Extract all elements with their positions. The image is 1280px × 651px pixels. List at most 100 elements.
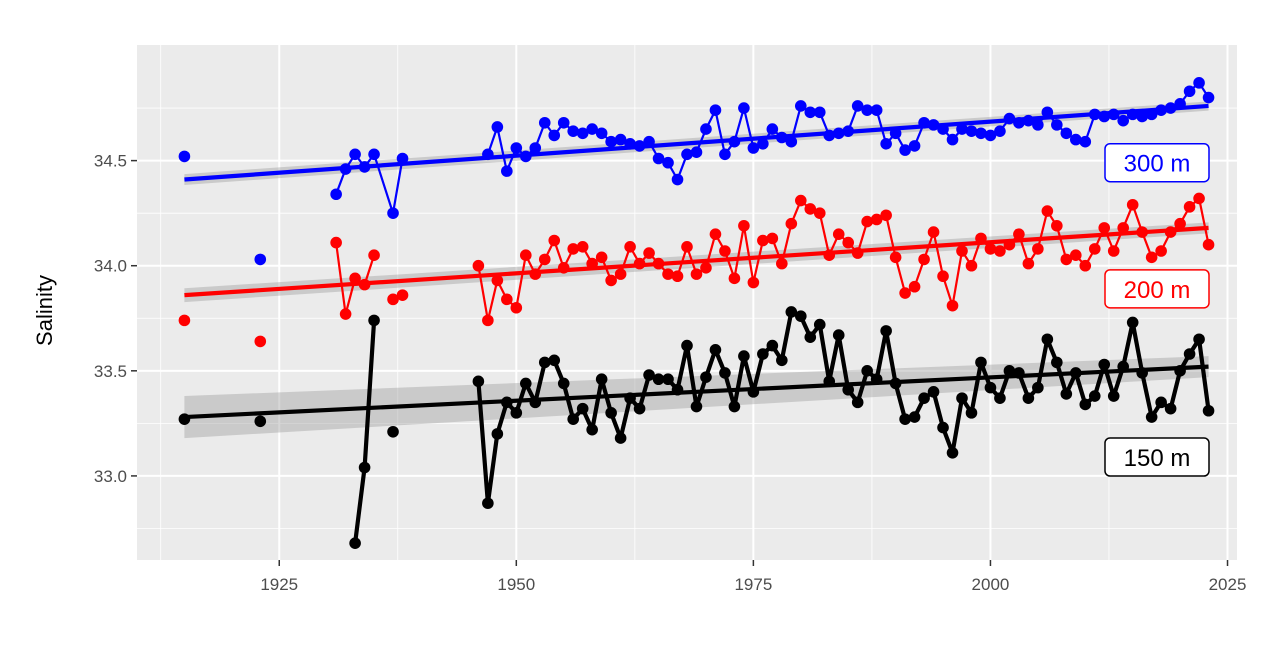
data-point [709, 228, 722, 240]
x-tick-label: 2000 [972, 575, 1010, 594]
data-point [908, 411, 921, 423]
data-point [576, 402, 589, 415]
data-point [567, 413, 580, 425]
data-point [1107, 245, 1120, 257]
data-point [1041, 205, 1054, 217]
data-point [1098, 222, 1111, 234]
data-point [358, 461, 371, 474]
data-point [624, 240, 636, 253]
data-point [899, 287, 911, 299]
data-point [823, 129, 836, 142]
data-point [519, 377, 532, 390]
data-point [1022, 114, 1035, 127]
data-point [1202, 91, 1215, 104]
data-point [519, 249, 532, 262]
data-point [861, 104, 873, 116]
data-point [851, 247, 864, 259]
data-point [870, 213, 883, 226]
data-point [178, 413, 191, 425]
data-point [652, 257, 665, 270]
data-point [624, 392, 636, 404]
major-gridlines [137, 45, 1237, 560]
data-point [1164, 402, 1177, 415]
x-tick-label: 1950 [497, 575, 535, 594]
data-point [937, 421, 949, 434]
data-point [1032, 381, 1044, 394]
data-point [538, 253, 551, 266]
data-point [368, 314, 380, 327]
data-point [557, 262, 570, 274]
data-point [813, 207, 826, 219]
data-point [1193, 333, 1205, 346]
data-point [387, 207, 399, 219]
data-point [358, 161, 371, 173]
data-point [994, 245, 1006, 257]
data-point [1136, 367, 1148, 379]
depth-label-box [1104, 142, 1210, 183]
data-point [339, 163, 352, 175]
data-point [690, 146, 703, 159]
data-point [681, 148, 693, 161]
data-point [368, 148, 380, 161]
data-point [747, 276, 760, 289]
data-point [880, 209, 892, 222]
y-tick-label: 33.5 [94, 362, 127, 381]
data-point [576, 127, 589, 140]
data-point [757, 348, 769, 360]
data-point [965, 407, 978, 419]
data-point [1202, 238, 1215, 251]
data-point [529, 396, 542, 409]
data-point [567, 125, 580, 137]
data-point [1060, 127, 1073, 140]
data-point [1060, 253, 1073, 266]
data-point [662, 373, 674, 386]
data-point [975, 127, 987, 140]
data-point [984, 129, 997, 142]
series-points [178, 77, 1215, 549]
data-point [794, 310, 807, 322]
data-point [946, 446, 959, 459]
data-point [1032, 243, 1044, 255]
data-point [832, 329, 845, 341]
data-point [633, 140, 646, 152]
data-point [1193, 77, 1205, 89]
data-point [643, 247, 655, 259]
data-point [1003, 365, 1016, 377]
data-point [1051, 356, 1063, 369]
data-point [662, 156, 674, 169]
data-point [538, 116, 551, 129]
data-point [1117, 222, 1130, 234]
data-point [605, 274, 617, 287]
data-point [908, 280, 921, 293]
data-point [918, 253, 930, 266]
data-point [482, 148, 494, 161]
data-point [1107, 390, 1120, 402]
data-point [652, 373, 665, 386]
data-point [813, 318, 826, 331]
data-point [747, 142, 760, 154]
data-point [804, 203, 817, 215]
data-point [946, 133, 959, 146]
y-tick-label: 33.0 [94, 467, 127, 486]
data-point [719, 245, 731, 257]
data-point [624, 137, 636, 150]
data-point [757, 234, 769, 247]
data-point [1022, 392, 1035, 404]
data-point [1174, 217, 1186, 230]
data-point [908, 140, 921, 152]
data-point [965, 259, 978, 272]
data-point [1041, 333, 1054, 346]
data-point [700, 262, 712, 274]
data-point [1155, 396, 1167, 409]
data-point [956, 245, 968, 257]
data-point [501, 293, 513, 306]
data-point [491, 121, 504, 133]
data-point [1202, 404, 1215, 417]
data-point [1155, 245, 1167, 257]
data-point [946, 299, 959, 312]
trend-line [184, 364, 1209, 420]
data-point [1136, 226, 1148, 238]
data-point [671, 383, 684, 396]
data-point [1088, 108, 1101, 121]
data-point [538, 356, 551, 369]
